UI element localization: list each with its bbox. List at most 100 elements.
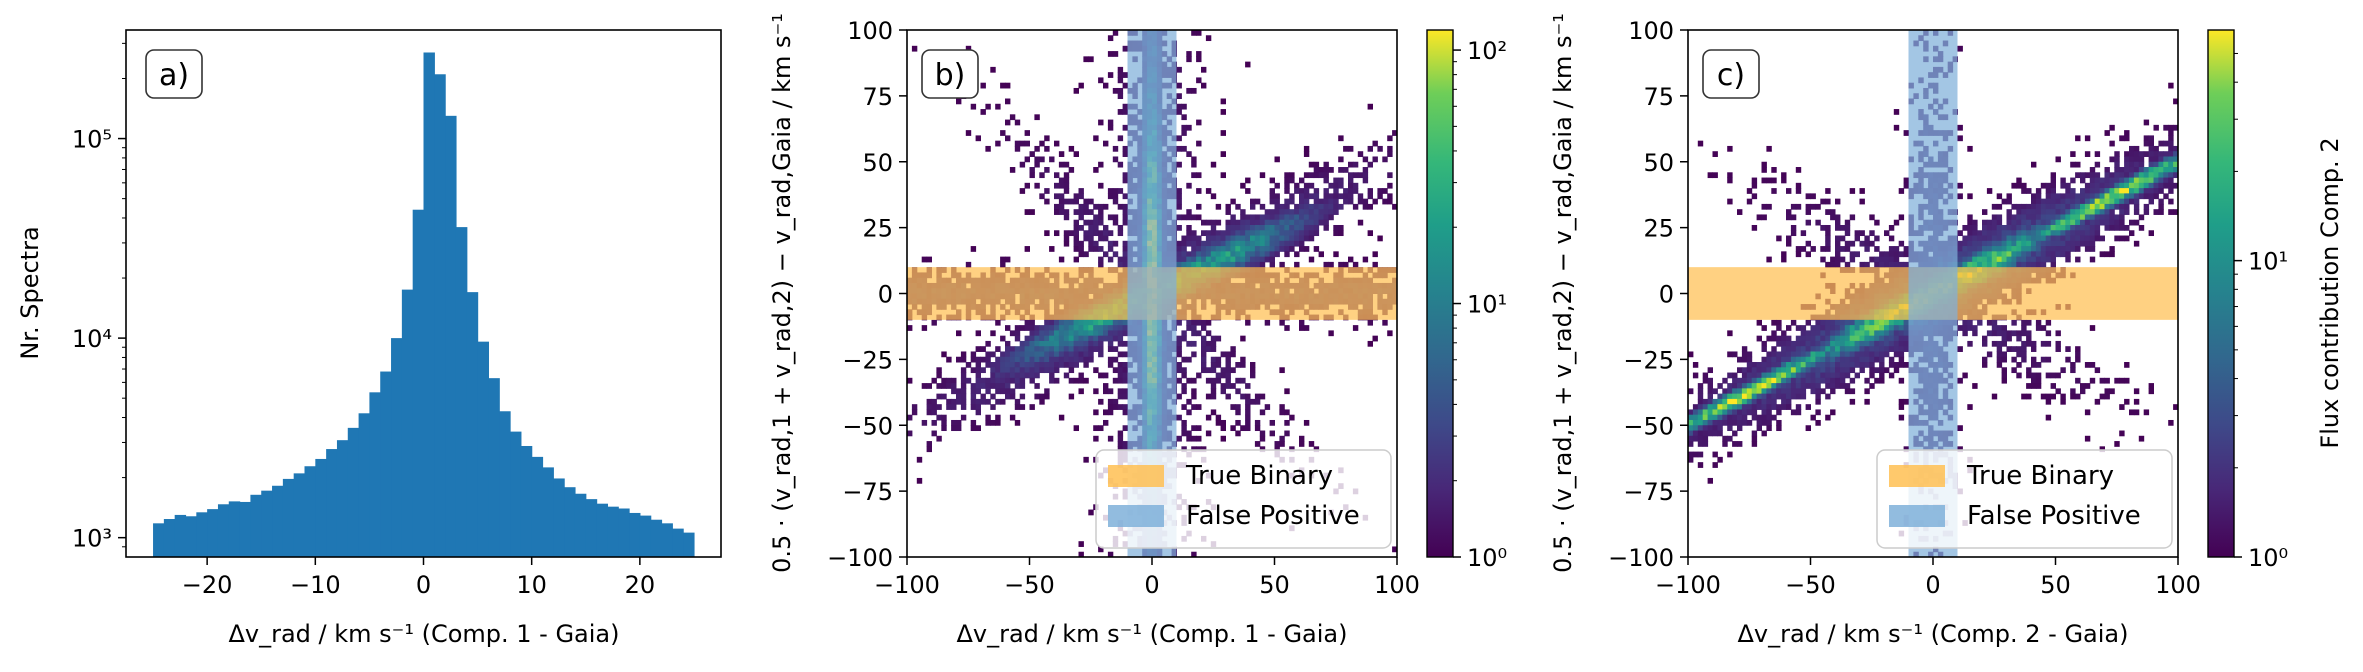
- heatmap-cell: [1323, 214, 1329, 221]
- heatmap-cell: [1235, 377, 1241, 384]
- heatmap-cell: [2050, 383, 2056, 389]
- heatmap-cell: [1830, 388, 1836, 395]
- heatmap-cell: [1372, 198, 1378, 205]
- heatmap-cell: [1688, 388, 1694, 395]
- heatmap-cell: [2040, 198, 2047, 205]
- heatmap-cell: [2001, 224, 2007, 231]
- heatmap-cell: [1786, 214, 1792, 221]
- heatmap-cell: [1078, 335, 1084, 342]
- heatmap-cell: [1830, 330, 1836, 337]
- heatmap-cell: [1264, 219, 1271, 226]
- heatmap-cell: [926, 409, 932, 416]
- heatmap-cell: [1820, 356, 1826, 363]
- colorbar-b: [1427, 30, 1453, 557]
- heatmap-cell: [1746, 377, 1753, 384]
- heatmap-cell: [2119, 219, 2125, 226]
- heatmap-cell: [1264, 404, 1271, 410]
- heatmap-cell: [1230, 425, 1236, 432]
- heatmap-cell: [1176, 377, 1182, 384]
- heatmap-cell: [970, 246, 977, 252]
- heatmap-cell: [1903, 261, 1909, 268]
- heatmap-cell: [1103, 383, 1109, 389]
- heatmap-cell: [990, 367, 996, 374]
- heatmap-cell: [1786, 335, 1792, 342]
- heatmap-cell: [960, 414, 967, 421]
- heatmap-cell: [975, 398, 981, 405]
- heatmap-cell: [2075, 203, 2081, 210]
- heatmap-cell: [1186, 224, 1192, 231]
- heatmap-cell: [1093, 230, 1099, 237]
- heatmap-cell: [1112, 251, 1119, 258]
- heatmap-cell: [1014, 383, 1021, 389]
- heatmap-cell: [1771, 188, 1777, 194]
- heatmap-cell: [1098, 351, 1104, 358]
- histogram-bar: [661, 523, 673, 557]
- legend-swatch-true-binary: [1108, 465, 1164, 487]
- heatmap-cell: [2016, 219, 2022, 226]
- heatmap-cell: [965, 130, 972, 136]
- heatmap-cell: [1058, 414, 1065, 421]
- heatmap-cell: [1201, 351, 1207, 358]
- heatmap-cell: [1722, 419, 1728, 426]
- heatmap-cell: [2040, 340, 2047, 347]
- heatmap-cell: [1805, 251, 1811, 258]
- heatmap-cell: [1029, 377, 1035, 384]
- heatmap-cell: [1117, 230, 1124, 237]
- heatmap-cell: [2050, 230, 2056, 237]
- heatmap-cell: [1009, 388, 1016, 395]
- heatmap-cell: [1210, 193, 1217, 200]
- heatmap-cell: [2099, 393, 2105, 400]
- heatmap-cell: [2119, 135, 2125, 142]
- heatmap-cell: [1790, 377, 1797, 384]
- heatmap-cell: [1299, 230, 1305, 237]
- heatmap-cell: [1005, 340, 1011, 347]
- heatmap-cell: [1054, 377, 1060, 384]
- heatmap-cell: [1083, 377, 1089, 384]
- heatmap-cell: [1245, 393, 1251, 400]
- heatmap-cell: [980, 367, 986, 374]
- heatmap-cell: [985, 398, 991, 405]
- heatmap-cell: [1849, 251, 1856, 258]
- heatmap-cell: [2104, 224, 2110, 231]
- heatmap-cell: [936, 393, 942, 400]
- heatmap-cell: [1176, 256, 1182, 263]
- heatmap-cell: [1972, 251, 1978, 258]
- heatmap-cell: [1073, 356, 1079, 363]
- heatmap-cell: [1888, 246, 1895, 252]
- heatmap-cell: [1250, 230, 1256, 237]
- heatmap-cell: [1732, 409, 1738, 416]
- heatmap-cell: [990, 362, 996, 368]
- heatmap-cell: [936, 383, 942, 389]
- heatmap-cell: [1702, 419, 1709, 426]
- heatmap-cell: [1741, 383, 1748, 389]
- heatmap-cell: [1898, 404, 1905, 410]
- heatmap-cell: [2045, 340, 2052, 347]
- heatmap-cell: [2109, 388, 2115, 395]
- heatmap-cell: [1318, 172, 1324, 179]
- heatmap-cell: [980, 109, 986, 115]
- heatmap-cell: [1795, 356, 1802, 363]
- heatmap-cell: [1093, 319, 1099, 326]
- heatmap-cell: [931, 430, 937, 437]
- heatmap-cell: [1073, 219, 1079, 226]
- heatmap-cell: [2035, 246, 2042, 252]
- heatmap-cell: [1692, 404, 1699, 410]
- heatmap-cell: [1005, 377, 1011, 384]
- heatmap-cell: [1284, 209, 1290, 215]
- heatmap-cell: [2026, 224, 2032, 231]
- heatmap-cell: [1879, 335, 1885, 342]
- heatmap-cell: [1893, 340, 1900, 347]
- heatmap-cell: [1269, 230, 1275, 237]
- heatmap-cell: [2060, 398, 2066, 405]
- heatmap-cell: [1254, 398, 1261, 405]
- heatmap-cell: [995, 419, 1001, 426]
- heatmap-cell: [1191, 230, 1197, 237]
- heatmap-cell: [1849, 388, 1856, 395]
- heatmap-cell: [2094, 230, 2101, 237]
- heatmap-cell: [1274, 230, 1280, 237]
- heatmap-cell: [1005, 135, 1011, 142]
- heatmap-cell: [2109, 124, 2115, 131]
- heatmap-cell: [1235, 235, 1241, 242]
- heatmap-cell: [975, 372, 981, 379]
- heatmap-cell: [2016, 251, 2022, 258]
